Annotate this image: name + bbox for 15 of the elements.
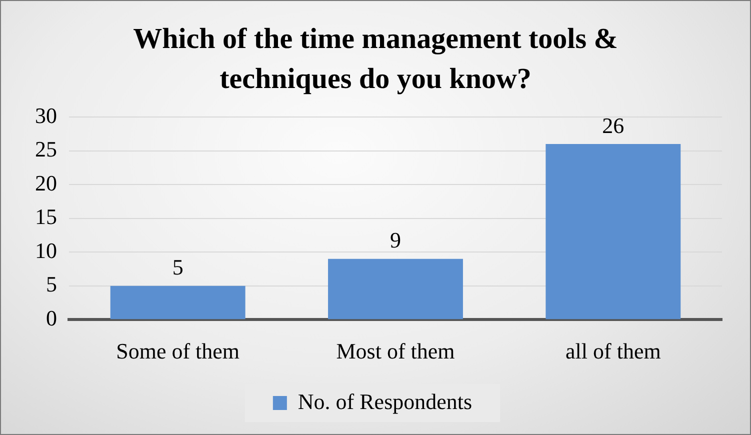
legend-label: No. of Respondents: [298, 388, 472, 414]
y-tick-label: 5: [46, 272, 57, 297]
y-tick-label: 0: [46, 305, 57, 330]
x-tick-label: Most of them: [336, 338, 455, 364]
data-label: 5: [172, 254, 184, 280]
data-label: 9: [390, 228, 401, 253]
y-tick-label: 15: [35, 204, 57, 230]
data-label: 26: [602, 112, 624, 138]
y-tick-label: 30: [35, 102, 57, 128]
x-tick-label: all of them: [566, 338, 661, 364]
y-tick-label: 10: [35, 238, 57, 263]
y-tick-label: 20: [35, 170, 57, 196]
x-tick-label: Some of them: [116, 338, 240, 364]
chart-title: Which of the time management tools & techniques do you know?: [132, 22, 619, 97]
y-tick-label: 25: [35, 136, 57, 162]
